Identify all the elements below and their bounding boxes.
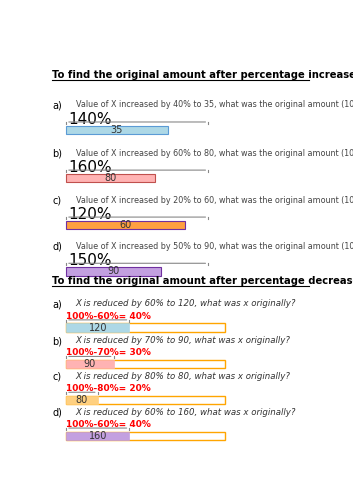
Text: X is reduced by 80% to 80, what was x originally?: X is reduced by 80% to 80, what was x or… <box>76 372 291 381</box>
Text: b): b) <box>52 336 62 346</box>
FancyBboxPatch shape <box>66 126 168 134</box>
Text: To find the original amount after percentage decrease: To find the original amount after percen… <box>52 276 353 285</box>
Text: 120%: 120% <box>69 207 112 222</box>
FancyBboxPatch shape <box>66 324 130 332</box>
Text: Value of X increased by 20% to 60, what was the original amount (100%)?: Value of X increased by 20% to 60, what … <box>76 196 353 204</box>
Text: b): b) <box>52 148 62 158</box>
FancyBboxPatch shape <box>66 432 225 440</box>
FancyBboxPatch shape <box>66 174 155 182</box>
Text: X is reduced by 60% to 120, what was x originally?: X is reduced by 60% to 120, what was x o… <box>76 300 296 308</box>
Text: d): d) <box>52 242 62 252</box>
Text: d): d) <box>52 408 62 418</box>
Text: To find the original amount after percentage increase: To find the original amount after percen… <box>52 70 353 80</box>
Text: X is reduced by 70% to 90, what was x originally?: X is reduced by 70% to 90, what was x or… <box>76 336 291 345</box>
Text: 120: 120 <box>89 322 107 332</box>
Text: Value of X increased by 40% to 35, what was the original amount (100%)?: Value of X increased by 40% to 35, what … <box>76 100 353 110</box>
FancyBboxPatch shape <box>66 360 225 368</box>
Text: 140%: 140% <box>69 112 112 127</box>
Text: 100%-60%= 40%: 100%-60%= 40% <box>66 420 151 429</box>
Text: 150%: 150% <box>69 254 112 268</box>
Text: 80: 80 <box>76 395 88 405</box>
Text: c): c) <box>52 372 61 382</box>
Text: Value of X increased by 50% to 90, what was the original amount (100%)?: Value of X increased by 50% to 90, what … <box>76 242 353 250</box>
Text: 160%: 160% <box>69 160 112 175</box>
Text: c): c) <box>52 196 61 205</box>
FancyBboxPatch shape <box>66 324 225 332</box>
Text: 100%-70%= 30%: 100%-70%= 30% <box>66 348 151 358</box>
Text: 90: 90 <box>84 359 96 369</box>
Text: 100%-60%= 40%: 100%-60%= 40% <box>66 312 151 321</box>
Text: 35: 35 <box>110 125 123 135</box>
Text: 160: 160 <box>89 431 107 441</box>
Text: 60: 60 <box>119 220 131 230</box>
FancyBboxPatch shape <box>66 267 161 276</box>
Text: a): a) <box>52 300 62 310</box>
FancyBboxPatch shape <box>66 396 98 404</box>
Text: 90: 90 <box>107 266 120 276</box>
FancyBboxPatch shape <box>66 396 225 404</box>
FancyBboxPatch shape <box>66 221 185 230</box>
Text: Value of X increased by 60% to 80, what was the original amount (100%)?: Value of X increased by 60% to 80, what … <box>76 148 353 158</box>
FancyBboxPatch shape <box>66 432 130 440</box>
Text: X is reduced by 60% to 160, what was x originally?: X is reduced by 60% to 160, what was x o… <box>76 408 296 416</box>
Text: 80: 80 <box>104 173 116 183</box>
Text: a): a) <box>52 100 62 110</box>
FancyBboxPatch shape <box>66 360 114 368</box>
Text: 100%-80%= 20%: 100%-80%= 20% <box>66 384 151 393</box>
